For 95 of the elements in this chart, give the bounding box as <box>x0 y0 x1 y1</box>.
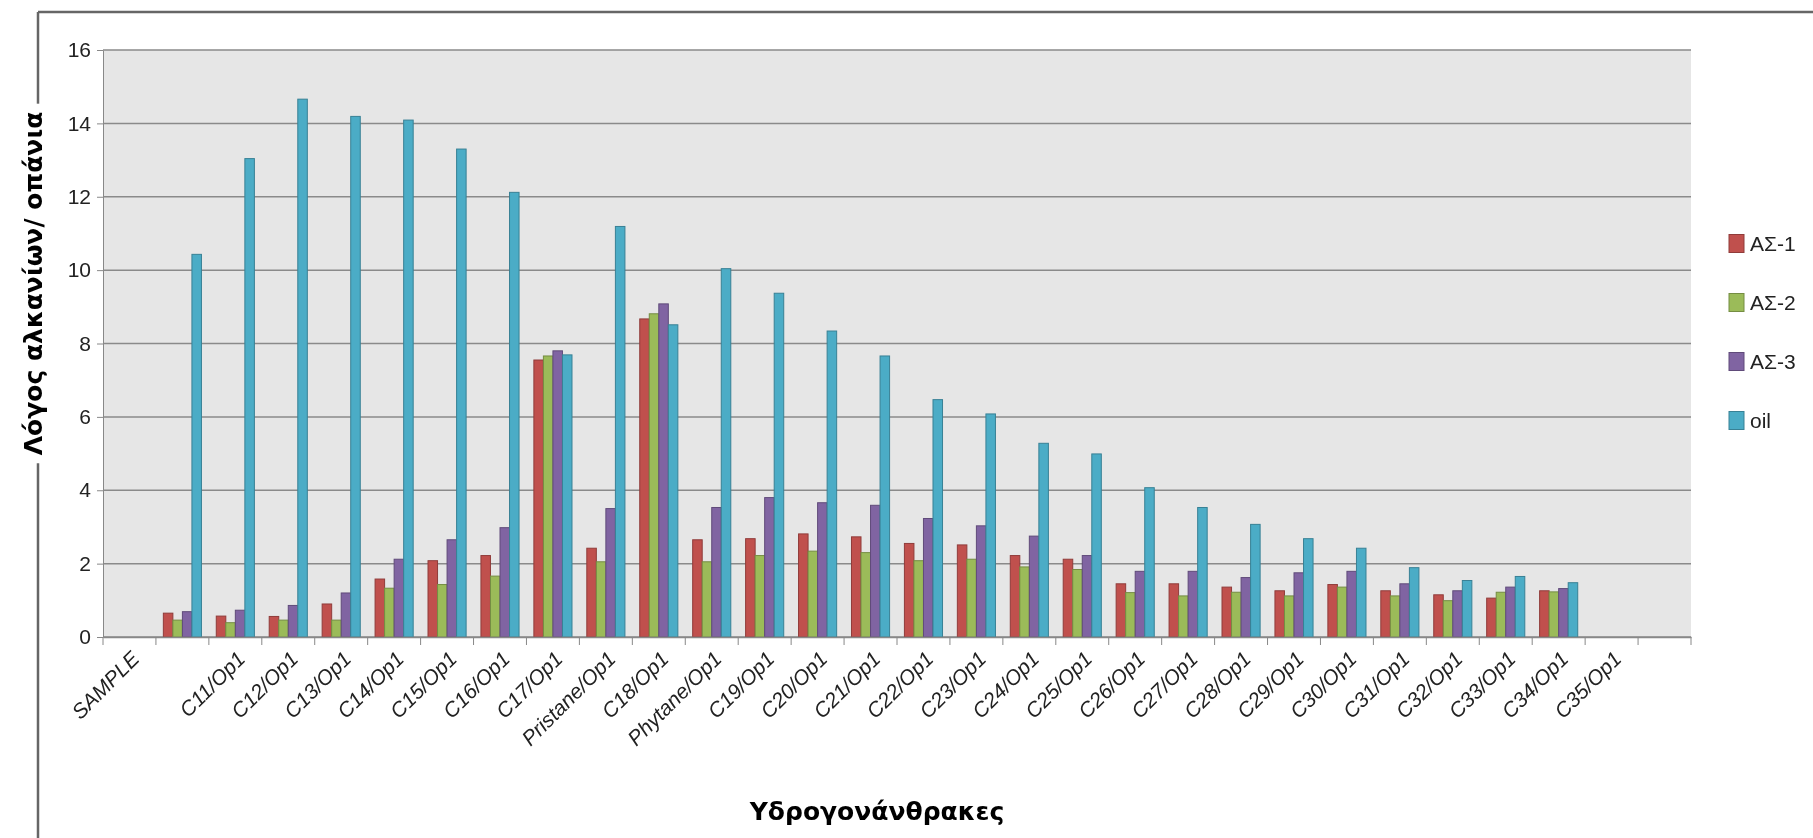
bar <box>1452 590 1463 638</box>
bar <box>764 497 775 638</box>
y-tick-label: 14 <box>67 111 92 135</box>
bar <box>1355 547 1367 638</box>
bar <box>1389 595 1401 638</box>
bar <box>639 318 650 638</box>
bar <box>321 603 333 638</box>
legend-label: ΑΣ-2 <box>1750 290 1796 314</box>
bar <box>1327 584 1338 638</box>
bar <box>826 330 838 638</box>
bar <box>1038 442 1049 638</box>
bar <box>446 539 458 638</box>
legend-label: oil <box>1750 408 1772 432</box>
bar <box>1125 592 1136 638</box>
bar <box>605 508 616 638</box>
bar <box>427 560 439 638</box>
bar <box>1144 487 1155 638</box>
bar <box>966 558 977 638</box>
bar <box>879 355 891 638</box>
bar <box>1380 590 1391 638</box>
bar <box>1558 588 1569 638</box>
bar <box>499 527 511 638</box>
bar <box>1505 586 1516 638</box>
legend-label: ΑΣ-3 <box>1750 349 1796 373</box>
bar <box>1408 567 1420 638</box>
bar <box>244 158 255 638</box>
bar <box>1115 583 1127 638</box>
bar <box>172 619 183 638</box>
y-tick-label: 10 <box>67 258 91 282</box>
bar <box>1303 538 1314 638</box>
bar <box>1072 569 1083 638</box>
bar <box>985 413 996 638</box>
y-tick-label: 16 <box>67 38 91 62</box>
bar <box>1346 570 1357 638</box>
bar <box>350 115 361 638</box>
x-axis-title: Υδρογονάνθρακες <box>748 797 1005 826</box>
bar <box>1091 453 1102 638</box>
bar <box>509 191 520 638</box>
bar <box>552 350 563 638</box>
bar <box>614 225 626 638</box>
bar <box>340 592 352 638</box>
bar <box>331 619 342 638</box>
bar <box>754 555 766 638</box>
bar <box>403 119 414 638</box>
bar <box>1019 566 1030 638</box>
bar <box>1514 575 1526 638</box>
bar <box>720 268 732 638</box>
bar <box>1197 506 1208 638</box>
y-axis-title: Λόγος αλκανίων/ οπάνια <box>19 111 48 456</box>
bar <box>1336 586 1348 638</box>
bar <box>1548 591 1560 638</box>
bar <box>542 355 554 638</box>
bar <box>860 552 872 638</box>
bar <box>711 506 722 638</box>
y-tick-label: 12 <box>67 184 91 208</box>
bar <box>1168 583 1180 638</box>
bar <box>1187 570 1199 638</box>
bar <box>692 539 703 638</box>
bar <box>297 98 308 638</box>
bar <box>1274 590 1285 638</box>
bar <box>278 619 289 638</box>
bar <box>1178 595 1189 638</box>
bar <box>533 359 544 638</box>
bar <box>932 399 944 638</box>
bar <box>489 575 501 638</box>
bar <box>658 303 669 638</box>
bar <box>1240 577 1252 638</box>
bar <box>1293 572 1305 638</box>
bar <box>480 555 491 638</box>
bar <box>1250 523 1261 638</box>
bar <box>225 622 236 638</box>
bar <box>1399 583 1410 638</box>
y-tick-label: 0 <box>79 625 91 649</box>
bar <box>1221 586 1233 638</box>
bar <box>807 550 819 638</box>
bar <box>667 324 679 638</box>
bar <box>773 292 785 638</box>
bar <box>1433 594 1444 638</box>
bar <box>1461 580 1473 638</box>
y-tick-label: 4 <box>79 478 92 502</box>
bar <box>393 558 405 638</box>
bar <box>374 578 386 638</box>
bar <box>561 354 573 638</box>
y-tick-label: 2 <box>79 551 91 575</box>
bar <box>586 547 597 638</box>
legend-label: ΑΣ-1 <box>1750 231 1796 255</box>
y-tick-label: 6 <box>79 405 91 429</box>
bar <box>1567 582 1579 638</box>
bar <box>1486 597 1497 638</box>
bar <box>1283 595 1295 638</box>
y-tick-label: 8 <box>79 331 91 355</box>
bar <box>456 148 467 638</box>
bar <box>1028 535 1040 638</box>
bar <box>913 560 924 638</box>
bar <box>191 253 202 638</box>
